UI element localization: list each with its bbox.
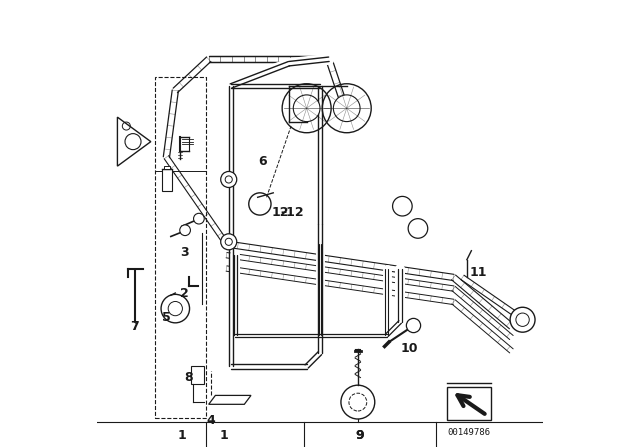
Bar [162, 169, 172, 190]
Circle shape [193, 213, 204, 224]
Text: 9: 9 [356, 429, 364, 442]
Circle shape [221, 234, 237, 250]
Bar [156, 77, 207, 418]
Text: 3: 3 [180, 246, 189, 259]
Circle shape [161, 294, 189, 323]
Text: 8: 8 [184, 371, 193, 384]
Text: 6: 6 [258, 155, 266, 168]
Text: 7: 7 [130, 320, 139, 333]
Circle shape [221, 172, 237, 188]
Text: 4: 4 [207, 414, 215, 427]
Circle shape [333, 95, 360, 121]
Text: 00149786: 00149786 [447, 428, 491, 437]
Text: 5: 5 [162, 311, 171, 324]
Bar [447, 387, 492, 420]
Text: 1: 1 [178, 429, 186, 442]
Text: 2: 2 [180, 287, 189, 300]
Circle shape [349, 393, 367, 411]
Circle shape [180, 225, 191, 236]
Circle shape [341, 385, 375, 419]
Text: 12: 12 [271, 207, 289, 220]
Circle shape [293, 95, 320, 121]
Circle shape [510, 307, 535, 332]
Polygon shape [209, 396, 251, 404]
Circle shape [406, 319, 420, 332]
Text: 11: 11 [469, 267, 487, 280]
Circle shape [408, 219, 428, 238]
Text: 10: 10 [400, 342, 418, 355]
Bar [191, 366, 204, 384]
Text: 1: 1 [220, 429, 228, 442]
Text: 9: 9 [356, 429, 364, 442]
Text: –12: –12 [280, 207, 303, 220]
Bar [164, 166, 170, 169]
Circle shape [392, 196, 412, 216]
